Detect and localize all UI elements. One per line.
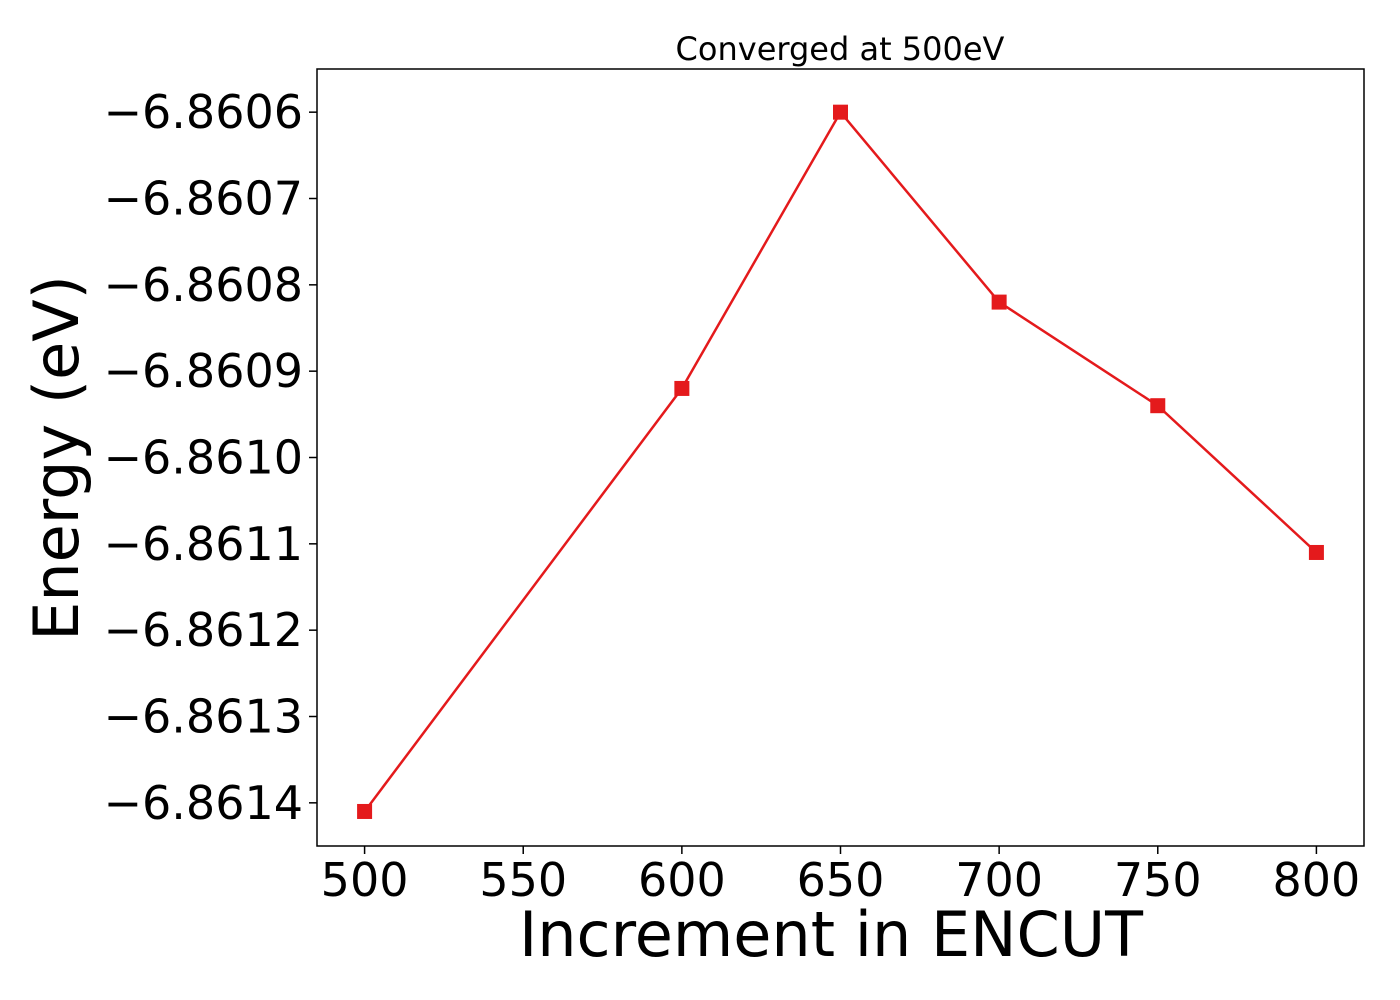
plot-area (357, 104, 1324, 819)
x-tick-label: 650 (797, 853, 885, 907)
x-axis: 500 550 600 650 700 750 800 (321, 846, 1361, 907)
x-tick-label: 750 (1114, 853, 1202, 907)
y-tick-label: −6.8614 (104, 776, 304, 830)
x-tick-label: 600 (638, 853, 726, 907)
data-point-marker (357, 803, 373, 819)
data-point-marker (833, 104, 848, 120)
data-point-marker (991, 294, 1007, 310)
y-tick-label: −6.8607 (104, 172, 304, 226)
series-line (363, 110, 1318, 813)
y-tick-label: −6.8606 (104, 85, 304, 139)
chart-title: Converged at 500eV (676, 30, 1005, 68)
y-tick-label: −6.8609 (104, 344, 304, 398)
plot-frame (316, 68, 1365, 847)
x-axis-label: Increment in ENCUT (519, 898, 1144, 971)
y-tick-label: −6.8611 (104, 517, 304, 571)
y-tick-label: −6.8612 (104, 603, 304, 657)
y-tick-label: −6.8608 (104, 258, 304, 312)
data-point-marker (1150, 398, 1166, 414)
data-point-marker (1308, 544, 1324, 560)
y-tick-label: −6.8610 (104, 431, 304, 485)
x-tick-label: 550 (479, 853, 567, 907)
y-axis: −6.8614 −6.8613 −6.8612 −6.8611 −6.8610 −6.86… (104, 85, 317, 830)
x-tick-label: 800 (1273, 853, 1361, 907)
y-axis-label: Energy (eV) (20, 275, 93, 641)
x-tick-label: 700 (955, 853, 1043, 907)
x-tick-label: 500 (321, 853, 409, 907)
y-tick-label: −6.8613 (104, 690, 304, 744)
data-point-marker (674, 380, 690, 396)
